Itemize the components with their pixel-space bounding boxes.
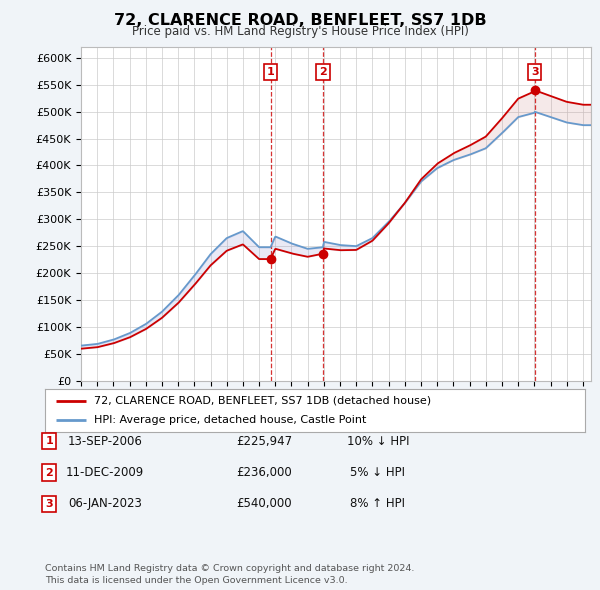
Text: £540,000: £540,000 — [236, 497, 292, 510]
Text: 13-SEP-2006: 13-SEP-2006 — [68, 435, 142, 448]
Text: 3: 3 — [46, 499, 53, 509]
Text: 2: 2 — [319, 67, 327, 77]
Text: 10% ↓ HPI: 10% ↓ HPI — [347, 435, 409, 448]
Text: 8% ↑ HPI: 8% ↑ HPI — [350, 497, 406, 510]
Text: 3: 3 — [531, 67, 538, 77]
Text: Contains HM Land Registry data © Crown copyright and database right 2024.
This d: Contains HM Land Registry data © Crown c… — [45, 565, 415, 585]
Text: 1: 1 — [267, 67, 274, 77]
Text: HPI: Average price, detached house, Castle Point: HPI: Average price, detached house, Cast… — [94, 415, 366, 425]
Text: 11-DEC-2009: 11-DEC-2009 — [66, 466, 144, 479]
Text: 5% ↓ HPI: 5% ↓ HPI — [350, 466, 406, 479]
Text: 72, CLARENCE ROAD, BENFLEET, SS7 1DB (detached house): 72, CLARENCE ROAD, BENFLEET, SS7 1DB (de… — [94, 396, 431, 406]
Text: £225,947: £225,947 — [236, 435, 292, 448]
Text: £236,000: £236,000 — [236, 466, 292, 479]
Text: 06-JAN-2023: 06-JAN-2023 — [68, 497, 142, 510]
Text: 72, CLARENCE ROAD, BENFLEET, SS7 1DB: 72, CLARENCE ROAD, BENFLEET, SS7 1DB — [113, 13, 487, 28]
Text: 2: 2 — [46, 468, 53, 477]
Text: Price paid vs. HM Land Registry's House Price Index (HPI): Price paid vs. HM Land Registry's House … — [131, 25, 469, 38]
Text: 1: 1 — [46, 437, 53, 446]
